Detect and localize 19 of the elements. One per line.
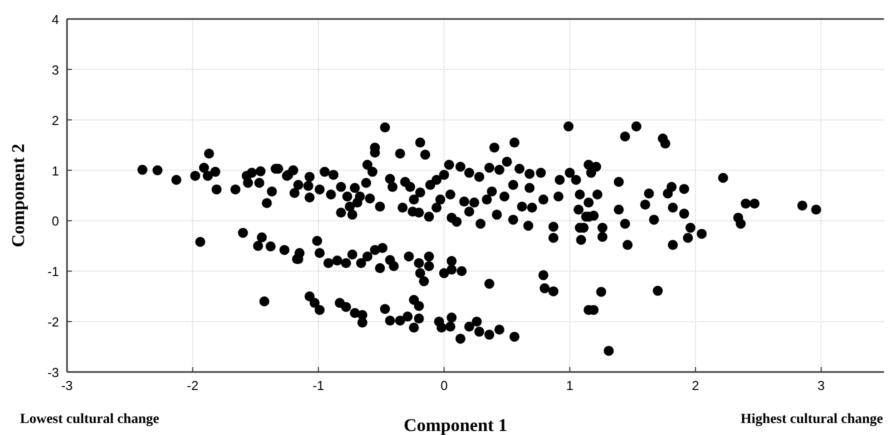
y-tick-label: 4	[52, 12, 59, 27]
x-axis-title: Component 1	[404, 415, 508, 435]
x-tick-label: -1	[312, 378, 324, 393]
y-tick-label: 1	[52, 163, 59, 178]
y-tick-label: -2	[47, 314, 59, 330]
x-tick-label: -3	[61, 378, 73, 393]
x-tick-label: 2	[692, 378, 700, 393]
y-tick-label: 0	[52, 214, 59, 229]
y-tick-label: -3	[47, 365, 59, 380]
y-tick-label: 2	[52, 112, 59, 128]
x-tick-label: -2	[186, 378, 198, 393]
y-tick-label: 3	[52, 62, 59, 78]
x-tick-label: 1	[566, 378, 574, 393]
text: Highest cultural change	[740, 412, 883, 427]
text: Lowest cultural change	[20, 412, 160, 427]
y-tick-label: -1	[47, 264, 59, 280]
x-tick-label: 3	[818, 378, 825, 393]
x-tick-label: 0	[440, 378, 448, 393]
y-axis-title: Component 2	[8, 144, 28, 248]
